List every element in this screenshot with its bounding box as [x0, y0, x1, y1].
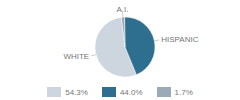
html-text:44.0%: 44.0% [119, 87, 143, 97]
html-text:54.3%: 54.3% [65, 87, 88, 97]
html-text:1.7%: 1.7% [174, 87, 193, 97]
svg-text:WHITE: WHITE [63, 52, 89, 61]
svg-text:A.I.: A.I. [116, 5, 128, 14]
svg-text:HISPANIC: HISPANIC [161, 35, 198, 44]
